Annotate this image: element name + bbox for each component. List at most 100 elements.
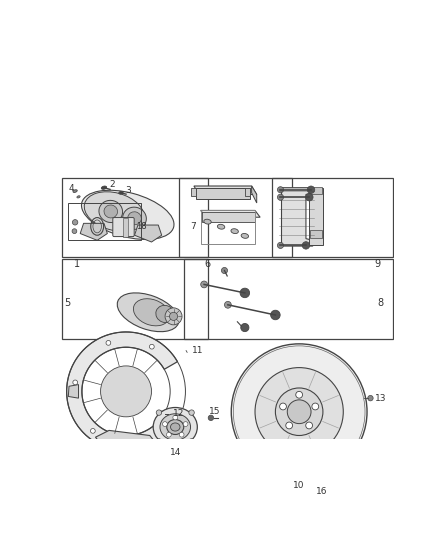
Circle shape bbox=[133, 440, 138, 445]
Circle shape bbox=[165, 308, 182, 325]
Text: 12: 12 bbox=[173, 409, 184, 417]
Circle shape bbox=[318, 480, 324, 486]
Circle shape bbox=[307, 186, 315, 193]
Circle shape bbox=[162, 422, 167, 426]
Circle shape bbox=[279, 403, 286, 410]
Text: 11: 11 bbox=[192, 346, 204, 355]
Text: 4: 4 bbox=[69, 184, 74, 193]
Polygon shape bbox=[68, 385, 78, 398]
Ellipse shape bbox=[81, 190, 174, 239]
Circle shape bbox=[137, 442, 142, 448]
Text: 16: 16 bbox=[315, 487, 327, 496]
Text: 2: 2 bbox=[110, 181, 115, 189]
Text: 3: 3 bbox=[126, 186, 131, 195]
Circle shape bbox=[179, 432, 184, 437]
Text: 15: 15 bbox=[208, 407, 220, 416]
Bar bbox=[309, 188, 323, 245]
Circle shape bbox=[231, 344, 367, 480]
Text: 8: 8 bbox=[378, 298, 384, 308]
Circle shape bbox=[277, 187, 283, 193]
Text: 13: 13 bbox=[374, 394, 386, 402]
Bar bbox=[310, 187, 322, 195]
Ellipse shape bbox=[217, 224, 225, 229]
Polygon shape bbox=[134, 225, 162, 242]
Circle shape bbox=[189, 410, 194, 415]
Bar bbox=[272, 177, 392, 257]
Bar bbox=[184, 259, 392, 339]
Ellipse shape bbox=[104, 205, 117, 218]
Circle shape bbox=[106, 341, 111, 345]
Bar bbox=[123, 217, 128, 237]
Circle shape bbox=[306, 422, 313, 429]
Circle shape bbox=[173, 415, 178, 420]
Ellipse shape bbox=[119, 191, 123, 194]
Circle shape bbox=[163, 422, 168, 427]
Circle shape bbox=[156, 410, 162, 415]
Ellipse shape bbox=[153, 408, 197, 447]
Circle shape bbox=[312, 403, 319, 410]
Ellipse shape bbox=[123, 207, 146, 229]
Circle shape bbox=[156, 439, 162, 444]
Circle shape bbox=[201, 281, 208, 288]
Text: 6: 6 bbox=[205, 259, 211, 269]
Polygon shape bbox=[201, 211, 260, 217]
Text: 14: 14 bbox=[170, 448, 181, 457]
Ellipse shape bbox=[160, 414, 191, 440]
Circle shape bbox=[72, 220, 78, 225]
Ellipse shape bbox=[134, 298, 170, 326]
Polygon shape bbox=[251, 186, 257, 203]
Circle shape bbox=[183, 422, 188, 426]
Polygon shape bbox=[80, 223, 107, 240]
Circle shape bbox=[276, 388, 323, 435]
Circle shape bbox=[277, 194, 283, 200]
Circle shape bbox=[166, 432, 171, 437]
Circle shape bbox=[286, 422, 293, 429]
Ellipse shape bbox=[156, 305, 174, 322]
Circle shape bbox=[224, 302, 231, 308]
Polygon shape bbox=[194, 186, 257, 195]
Ellipse shape bbox=[128, 212, 141, 225]
Polygon shape bbox=[67, 332, 177, 451]
Bar bbox=[179, 177, 293, 257]
Circle shape bbox=[240, 288, 250, 297]
Ellipse shape bbox=[117, 293, 179, 332]
Bar bbox=[310, 230, 322, 238]
Text: 5: 5 bbox=[64, 298, 71, 308]
Circle shape bbox=[296, 391, 303, 398]
Ellipse shape bbox=[231, 229, 238, 233]
Circle shape bbox=[277, 243, 283, 248]
Bar bbox=[245, 188, 250, 196]
Polygon shape bbox=[282, 188, 313, 246]
Circle shape bbox=[170, 312, 178, 320]
Text: 7: 7 bbox=[191, 222, 196, 231]
Ellipse shape bbox=[101, 186, 106, 189]
Circle shape bbox=[101, 366, 152, 417]
Bar bbox=[61, 177, 208, 257]
Circle shape bbox=[159, 411, 165, 417]
Circle shape bbox=[255, 368, 343, 456]
Ellipse shape bbox=[204, 219, 211, 224]
Circle shape bbox=[271, 310, 280, 320]
FancyBboxPatch shape bbox=[113, 217, 134, 237]
Circle shape bbox=[287, 400, 311, 424]
Circle shape bbox=[302, 241, 310, 249]
Circle shape bbox=[91, 429, 95, 433]
Text: 1: 1 bbox=[74, 259, 80, 269]
Text: 9: 9 bbox=[374, 259, 380, 269]
Bar bbox=[61, 259, 208, 339]
Ellipse shape bbox=[84, 192, 144, 231]
Circle shape bbox=[222, 268, 227, 273]
Ellipse shape bbox=[77, 196, 80, 198]
Bar bbox=[202, 212, 255, 222]
Circle shape bbox=[241, 324, 249, 332]
Bar bbox=[201, 210, 255, 244]
Ellipse shape bbox=[170, 423, 180, 431]
Text: 18: 18 bbox=[136, 222, 147, 231]
Circle shape bbox=[208, 415, 214, 421]
Circle shape bbox=[72, 229, 77, 233]
Circle shape bbox=[73, 380, 78, 385]
Ellipse shape bbox=[241, 233, 248, 238]
Text: 10: 10 bbox=[293, 481, 305, 490]
Bar bbox=[68, 203, 141, 240]
Circle shape bbox=[368, 395, 373, 401]
